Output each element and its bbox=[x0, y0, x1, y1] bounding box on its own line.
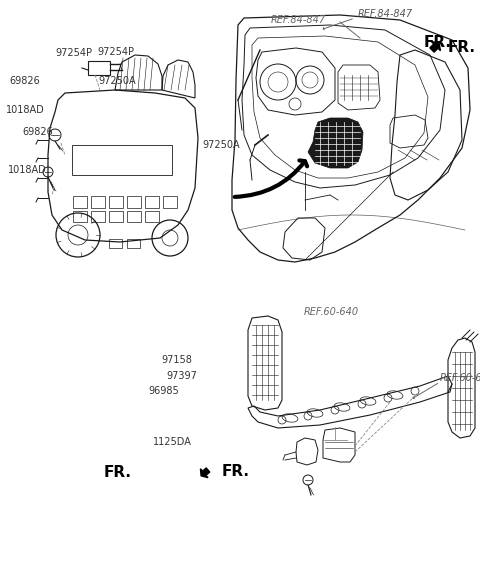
Polygon shape bbox=[430, 41, 441, 52]
Text: 69826: 69826 bbox=[10, 76, 40, 86]
Text: FR.: FR. bbox=[103, 466, 131, 480]
Bar bbox=[88, 61, 110, 75]
Bar bbox=[127, 196, 141, 208]
Text: FR.: FR. bbox=[222, 464, 250, 480]
Text: 97250A: 97250A bbox=[202, 140, 240, 150]
Bar bbox=[127, 239, 140, 248]
Text: 97158: 97158 bbox=[162, 355, 192, 365]
Text: 96985: 96985 bbox=[149, 386, 180, 396]
Bar bbox=[73, 211, 87, 222]
Bar bbox=[145, 211, 159, 222]
Text: REF.84-847: REF.84-847 bbox=[271, 15, 326, 25]
Bar bbox=[127, 211, 141, 222]
Text: 69826: 69826 bbox=[22, 127, 53, 137]
Text: FR.: FR. bbox=[448, 41, 476, 55]
Bar bbox=[109, 196, 123, 208]
Bar bbox=[91, 196, 105, 208]
Bar bbox=[72, 145, 172, 175]
Bar bbox=[145, 196, 159, 208]
Bar bbox=[109, 239, 122, 248]
Bar bbox=[91, 211, 105, 222]
Bar bbox=[109, 211, 123, 222]
Text: 1018AD: 1018AD bbox=[6, 105, 45, 115]
Text: REF.60-640: REF.60-640 bbox=[304, 307, 359, 317]
Text: FR.: FR. bbox=[424, 36, 452, 50]
Bar bbox=[163, 196, 177, 208]
Bar bbox=[73, 196, 87, 208]
Text: 1125DA: 1125DA bbox=[153, 437, 192, 447]
Text: REF.60-640: REF.60-640 bbox=[440, 373, 480, 383]
Polygon shape bbox=[201, 468, 210, 477]
Text: 97254P: 97254P bbox=[55, 48, 92, 58]
Text: 1018AD: 1018AD bbox=[8, 165, 47, 175]
Text: 97397: 97397 bbox=[167, 371, 197, 381]
Text: REF.84-847: REF.84-847 bbox=[358, 9, 413, 19]
Polygon shape bbox=[308, 118, 363, 168]
Text: 97254P: 97254P bbox=[97, 47, 134, 57]
Text: 97250A: 97250A bbox=[98, 76, 136, 86]
